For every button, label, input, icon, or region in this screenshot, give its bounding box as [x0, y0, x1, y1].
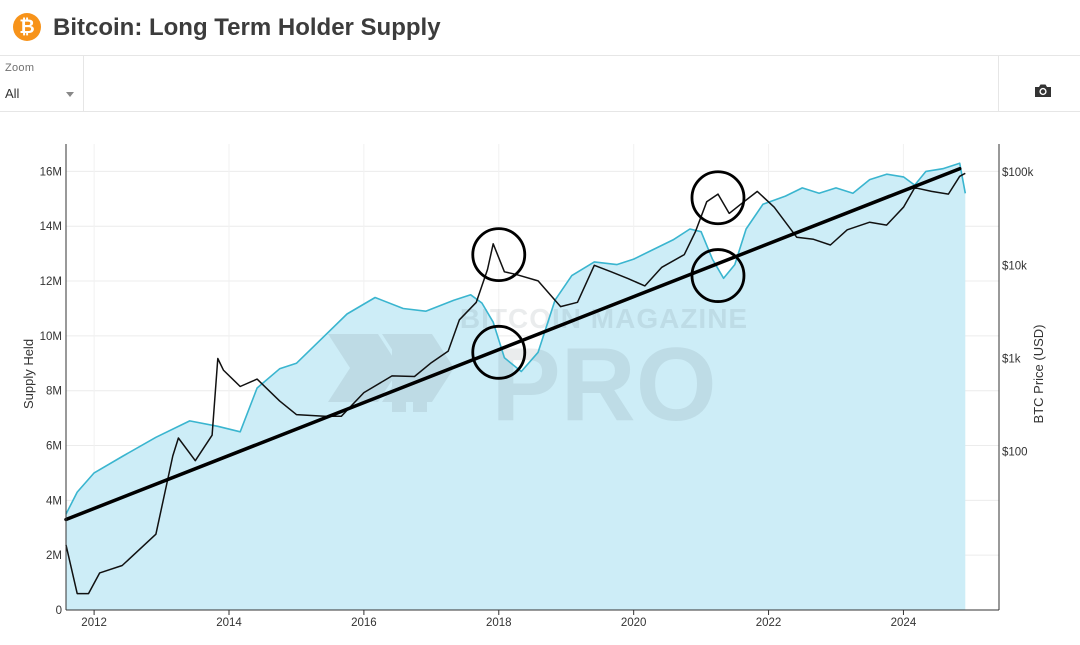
- y-left-tick-label: 4M: [46, 495, 62, 507]
- page-header: ₿ Bitcoin: Long Term Holder Supply: [0, 0, 1080, 56]
- page-title: Bitcoin: Long Term Holder Supply: [53, 14, 441, 41]
- x-tick-label: 2014: [216, 617, 242, 629]
- watermark-line2: PRO: [491, 327, 716, 443]
- y-left-tick-label: 0: [56, 605, 62, 617]
- bitcoin-logo-icon: ₿: [13, 13, 41, 41]
- y-axis-right-title: BTC Price (USD): [1031, 325, 1046, 424]
- watermark-logo-icon: [328, 334, 454, 412]
- y-left-tick-label: 6M: [46, 441, 62, 453]
- supply-area: [66, 163, 966, 610]
- camera-icon: [1035, 84, 1051, 97]
- y-right-tick-label: $100k: [1002, 167, 1034, 179]
- y-right-tick-label: $1k: [1002, 353, 1021, 365]
- chevron-down-icon: [66, 92, 74, 97]
- screenshot-button[interactable]: [998, 56, 1080, 111]
- zoom-value: All: [5, 86, 20, 101]
- watermark: BITCOIN MAGAZINE PRO: [328, 303, 747, 443]
- x-tick-label: 2024: [891, 617, 917, 629]
- x-tick-label: 2018: [486, 617, 512, 629]
- x-tick-label: 2022: [756, 617, 782, 629]
- zoom-label: Zoom: [5, 62, 35, 74]
- supply-line: [65, 162, 967, 515]
- x-tick-label: 2016: [351, 617, 377, 629]
- chart-toolbar: Zoom All: [0, 56, 1080, 112]
- x-tick-label: 2012: [81, 617, 107, 629]
- axes: 0 2M 4M 6M 8M 10M 12M 14M 16M 2012 2014 2016 2018 202…: [40, 144, 1034, 629]
- y-left-tick-label: 10M: [40, 331, 62, 343]
- annotation-circle: [690, 248, 746, 303]
- y-axis-left-title: Supply Held: [21, 339, 36, 409]
- y-left-tick-label: 14M: [40, 221, 62, 233]
- y-left-tick-label: 16M: [40, 166, 62, 178]
- y-left-tick-label: 8M: [46, 386, 62, 398]
- y-left-tick-label: 2M: [46, 550, 62, 562]
- annotation-circle: [471, 324, 527, 380]
- y-right-tick-label: $100: [1002, 447, 1028, 459]
- y-left-tick-label: 12M: [40, 276, 62, 288]
- annotation-circles: [471, 170, 746, 380]
- y-right-tick-label: $10k: [1002, 260, 1027, 272]
- trend-line: [64, 166, 962, 522]
- chart-area: BITCOIN MAGAZINE PRO 0 2M 4M 6M 8M 10M 12M 14M 1…: [21, 144, 1046, 629]
- supply-area-fill: [66, 163, 966, 610]
- annotation-circle: [471, 227, 527, 283]
- zoom-select[interactable]: Zoom All: [0, 56, 84, 111]
- x-tick-label: 2020: [621, 617, 647, 629]
- annotation-circle: [690, 170, 746, 226]
